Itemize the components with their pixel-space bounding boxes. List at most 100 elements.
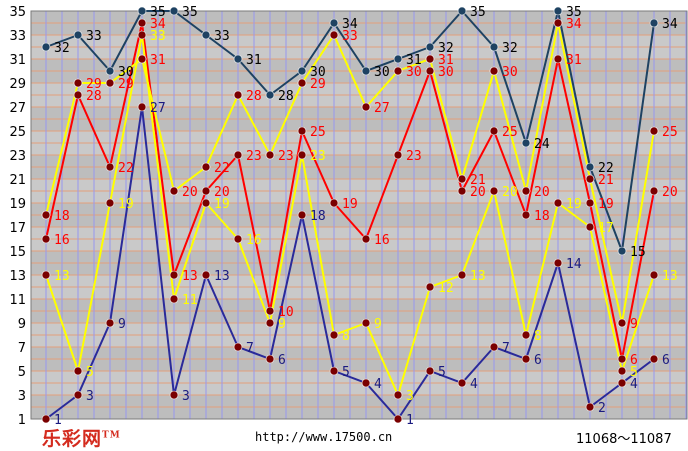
data-point [297,66,307,76]
data-label: 33 [214,29,230,44]
data-point [169,6,179,16]
data-label: 23 [310,149,326,164]
data-label: 20 [214,185,230,200]
data-label: 15 [630,245,646,260]
data-point [73,78,83,88]
data-point [265,150,275,160]
data-label: 5 [342,365,350,380]
data-label: 5 [438,365,446,380]
data-label: 19 [598,197,614,212]
data-point [233,90,243,100]
data-point [137,102,147,112]
data-label: 31 [246,53,262,68]
data-label: 6 [278,353,286,368]
data-label: 20 [662,185,678,200]
data-label: 32 [502,41,518,56]
data-label: 33 [86,29,102,44]
data-point [617,246,627,256]
data-point [425,66,435,76]
data-label: 13 [662,269,678,284]
data-label: 30 [310,65,326,80]
data-label: 14 [566,257,582,272]
data-label: 1 [406,413,414,428]
y-tick-label: 31 [9,53,26,68]
data-label: 34 [566,17,582,32]
data-label: 5 [630,365,638,380]
y-tick-label: 17 [9,221,26,236]
data-point [425,54,435,64]
data-point [169,270,179,280]
data-label: 16 [246,233,262,248]
data-point [169,390,179,400]
data-point [649,270,659,280]
data-label: 13 [470,269,486,284]
data-label: 4 [630,377,638,392]
series-line [45,22,655,324]
data-point [201,186,211,196]
data-point [521,210,531,220]
data-point [105,78,115,88]
data-label: 10 [278,305,294,320]
y-tick-label: 13 [9,269,26,284]
data-point [393,390,403,400]
data-point [137,6,147,16]
data-point [137,18,147,28]
data-label: 25 [310,125,326,140]
data-point [457,174,467,184]
data-label: 29 [310,77,326,92]
data-point [169,186,179,196]
data-label: 6 [662,353,670,368]
data-label: 19 [566,197,582,212]
data-point [329,30,339,40]
data-label: 35 [182,5,198,20]
data-point [297,210,307,220]
data-label: 24 [534,137,550,152]
y-tick-label: 11 [9,293,26,308]
data-point [393,150,403,160]
data-label: 7 [502,341,510,356]
data-label: 28 [246,89,262,104]
y-tick-label: 33 [9,29,26,44]
data-label: 31 [406,53,422,68]
data-point [329,366,339,376]
y-tick-label: 23 [9,149,26,164]
data-label: 5 [86,365,94,380]
data-label: 28 [278,89,294,104]
data-label: 29 [86,77,102,92]
data-point [201,270,211,280]
y-tick-label: 29 [9,77,26,92]
data-point [425,42,435,52]
data-label: 27 [374,101,390,116]
data-point [201,162,211,172]
data-point [521,354,531,364]
data-point [41,42,51,52]
data-point [297,150,307,160]
data-label: 16 [374,233,390,248]
data-label: 13 [214,269,230,284]
data-label: 31 [438,53,454,68]
data-label: 22 [214,161,230,176]
data-label: 3 [86,389,94,404]
data-point [137,30,147,40]
data-label: 35 [566,5,582,20]
data-point [265,354,275,364]
data-point [585,174,595,184]
data-point [41,414,51,424]
data-point [425,282,435,292]
data-point [73,390,83,400]
data-point [73,366,83,376]
data-point [41,270,51,280]
data-point [233,54,243,64]
data-point [489,66,499,76]
data-point [617,318,627,328]
y-tick-label: 7 [18,341,26,356]
data-label: 13 [54,269,70,284]
data-point [521,138,531,148]
data-point [457,378,467,388]
data-label: 33 [342,29,358,44]
data-label: 25 [662,125,678,140]
data-label: 23 [278,149,294,164]
y-tick-label: 15 [9,245,26,260]
